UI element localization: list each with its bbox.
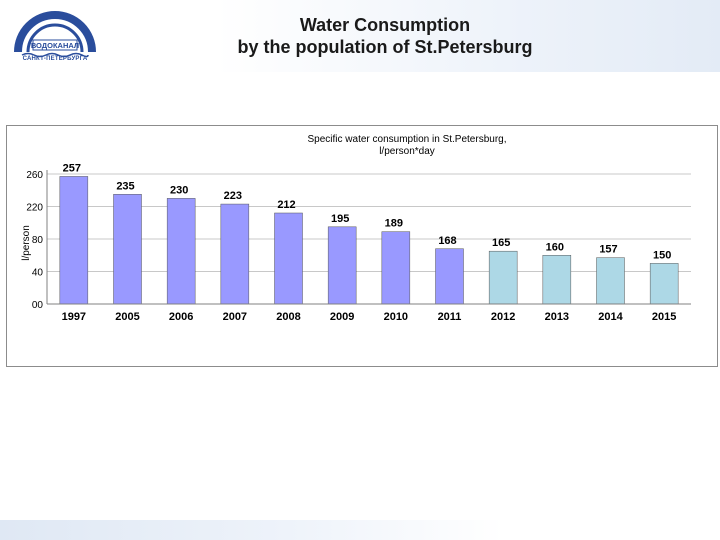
x-tick-label-2015: 2015	[652, 311, 676, 323]
data-label-2007: 223	[224, 190, 242, 202]
x-tick-label-2010: 2010	[384, 311, 408, 323]
data-label-2012: 165	[492, 237, 510, 249]
chart-frame: Specific water consumption in St.Petersb…	[6, 125, 718, 367]
page-title-line1: Water Consumption	[299, 15, 471, 35]
y-axis-label: l/person	[21, 225, 32, 261]
x-tick-label-2005: 2005	[115, 311, 139, 323]
x-tick-label-1997: 1997	[62, 311, 86, 323]
footer-band	[0, 520, 720, 540]
bar-2015	[649, 263, 679, 305]
bar-2005	[113, 194, 142, 305]
data-label-2006: 230	[170, 184, 188, 196]
y-tick-label: 80	[32, 235, 44, 246]
x-tick-label-2008: 2008	[276, 311, 300, 323]
data-label-2013: 160	[546, 241, 564, 253]
data-label-2015: 150	[653, 249, 671, 261]
bar-2006	[166, 198, 196, 305]
header-band	[0, 0, 720, 72]
chart-title-line2: l/person*day	[379, 146, 435, 157]
data-label-2014: 157	[599, 244, 617, 256]
x-tick-label-2012: 2012	[491, 311, 515, 323]
data-label-2010: 189	[385, 218, 403, 230]
bar-2007	[220, 203, 250, 305]
bar-2014	[596, 257, 625, 305]
bar-2010	[381, 231, 411, 305]
y-tick-label: 260	[26, 170, 43, 181]
bar-2013	[542, 255, 572, 305]
data-label-2008: 212	[277, 199, 295, 211]
x-tick-label-2009: 2009	[330, 311, 354, 323]
page-title-line2: by the population of St.Petersburg	[237, 37, 533, 57]
bar-2009	[327, 226, 357, 305]
page-title: Water Consumption by the population of S…	[170, 14, 600, 58]
bar-chart: Specific water consumption in St.Petersb…	[21, 134, 691, 323]
x-tick-label-2007: 2007	[223, 311, 247, 323]
data-label-2009: 195	[331, 213, 349, 225]
logo-text: ВОДОКАНАЛ	[31, 41, 79, 50]
y-tick-label: 00	[32, 300, 44, 311]
bar-1997	[59, 176, 89, 305]
data-label-1997: 257	[63, 162, 81, 174]
y-tick-label: 40	[32, 268, 44, 279]
data-label-2005: 235	[116, 180, 134, 192]
chart-title-line1: Specific water consumption in St.Petersb…	[308, 134, 507, 145]
x-tick-label-2013: 2013	[545, 311, 569, 323]
logo-subtext: САНКТ-ПЕТЕРБУРГА	[22, 56, 88, 62]
bar-2012	[488, 250, 518, 305]
vodokanal-logo-icon: ВОДОКАНАЛ	[14, 11, 96, 58]
x-tick-label-2014: 2014	[598, 311, 623, 323]
x-tick-label-2011: 2011	[438, 311, 462, 323]
data-label-2011: 168	[438, 235, 456, 247]
bar-2008	[274, 212, 303, 305]
bar-2011	[435, 248, 464, 305]
y-tick-label: 220	[26, 203, 43, 214]
x-tick-label-2006: 2006	[169, 311, 193, 323]
